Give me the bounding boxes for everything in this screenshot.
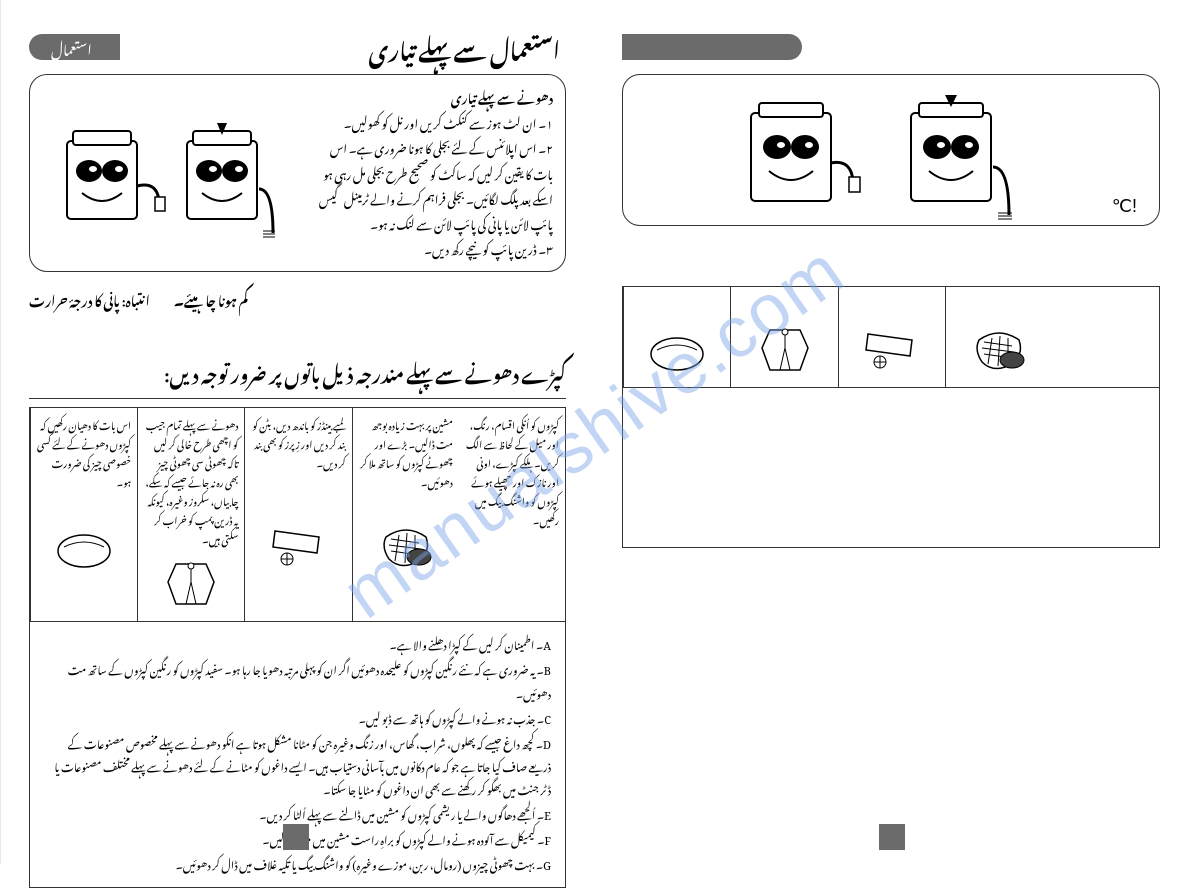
attn-pic-2 [251, 510, 345, 580]
tips-block-blank [623, 387, 1159, 547]
celsius-label: ℃! [1112, 196, 1137, 217]
attn-cell-3: مشین پر بہت زیادہ بوجھ مت ڈالیں۔ بڑے اور… [352, 408, 459, 621]
tip-b: B۔ یہ ضروری ہے کہ نئے رنگین کپڑوں کو علی… [44, 657, 551, 703]
prep-box-left: ℃! [622, 74, 1160, 226]
page-right: استعمال سے پہلے تیاری استعمال دھونے سے پ… [0, 0, 594, 864]
tip-e: E۔ اُلجھے دھاگوں والے یا ریشمی کپڑوں کو … [44, 802, 551, 825]
attn-cell-2: لمبے بینڈز کو باندھ دیں، بٹن کو بند کر د… [244, 408, 351, 621]
attn-text-3: مشین پر بہت زیادہ بوجھ مت ڈالیں۔ بڑے اور… [359, 414, 453, 510]
prep-line-3: ۳۔ ڈرین پائپ کو نیچے رکھ دیں۔ [312, 236, 553, 261]
tip-a: A۔ اطمینان کر لیں کے کپڑا دھلنے والا ہے۔ [44, 632, 551, 655]
page-number-right [283, 824, 309, 850]
note-key: انتباہ: پانی کا درجۂ حرارت [29, 282, 150, 315]
tip-c: C۔ جذب نہ ہونے والے کپڑوں کو ہاتھ سے ڈبو… [44, 706, 551, 729]
section-heading: کپڑے دھونے سے پہلے مندرجہ ذیل باتوں پر ض… [29, 349, 566, 399]
prep-illustration [42, 85, 302, 261]
attn-cell-0: اس بات کا دھیان رکھیں کہ کپڑوں دھونے کے … [30, 408, 137, 621]
attn-pic-0 [37, 510, 131, 580]
prep-box: دھونے سے پہلے تیاری ۱۔ ان لٹ ہوز سے کنکٹ… [29, 74, 566, 272]
attn-text-0: اس بات کا دھیان رکھیں کہ کپڑوں دھونے کے … [37, 414, 131, 510]
prep-line-2: ۲۔ اس اپلائنس کے لئے بجلی کا ہونا ضروری … [312, 135, 553, 236]
attention-table: اس بات کا دھیان رکھیں کہ کپڑوں دھونے کے … [29, 407, 566, 888]
attn-cell-4: کپڑوں کو اُنکی اقسام، رنگ، اور میل کے لح… [459, 408, 565, 621]
attn-pic-4 [465, 528, 559, 598]
page-left: ℃! [594, 0, 1188, 864]
section-tab-blank [622, 34, 802, 60]
attn-text-1: دھونے سے پہلے تمام جیب کو اچھی طرح خالی … [144, 414, 238, 547]
blank-cell-3 [945, 287, 1052, 387]
blank-cell-0 [623, 287, 730, 387]
temperature-note: کم ہونا چاہیئے۔ انتباہ: پانی کا درجۂ حرا… [29, 282, 566, 315]
attn-cell-1: دھونے سے پہلے تمام جیب کو اچھی طرح خالی … [137, 408, 244, 621]
attention-table-blank [622, 286, 1160, 548]
attn-pic-1 [144, 547, 238, 617]
page-number-left [879, 824, 905, 850]
note-value: کم ہونا چاہیئے۔ [174, 282, 248, 315]
attn-pic-3 [359, 510, 453, 580]
blank-cell-1 [730, 287, 837, 387]
tip-d: D۔ کچھ داغ جیسے کہ پھلوں، شراب، گھاس، او… [44, 731, 551, 800]
section-tab: استعمال [29, 34, 120, 60]
attn-text-4: کپڑوں کو اُنکی اقسام، رنگ، اور میل کے لح… [465, 414, 559, 528]
blank-cell-2 [838, 287, 945, 387]
page-title: استعمال سے پہلے تیاری [120, 20, 566, 75]
prep-illustration-left [711, 85, 1071, 215]
attn-text-2: لمبے بینڈز کو باندھ دیں، بٹن کو بند کر د… [251, 414, 345, 510]
blank-cell-4 [1053, 287, 1159, 387]
